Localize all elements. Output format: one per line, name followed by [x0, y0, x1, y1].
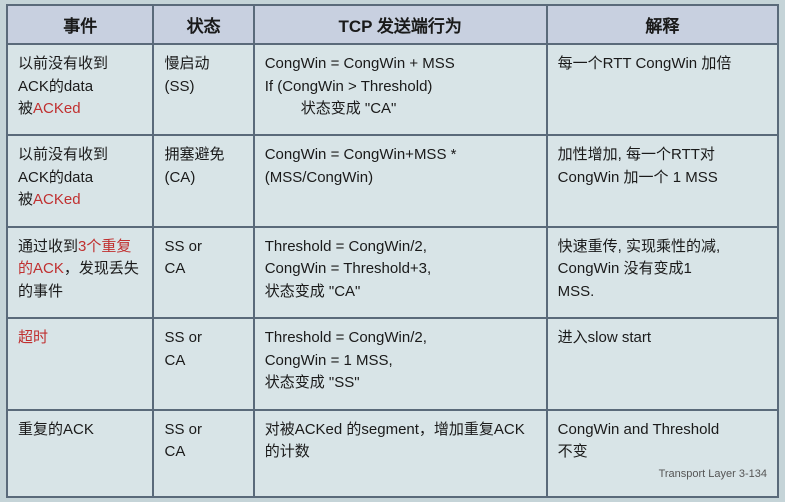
text: 快速重传, 实现乘性的减, [558, 238, 721, 255]
cell-explain: 每一个RTT CongWin 加倍 [547, 44, 778, 135]
text: CongWin 没有变成1 [558, 260, 692, 277]
cell-event: 以前没有收到 ACK的data 被ACKed [7, 44, 153, 135]
text-red: ACKed [33, 100, 81, 117]
cell-state: SS or CA [153, 318, 253, 409]
text: CongWin and Threshold [558, 421, 719, 438]
text: 进入slow start [558, 329, 651, 346]
text: (SS) [164, 78, 194, 95]
text: ACK的data [18, 78, 93, 95]
text: CA [164, 260, 185, 277]
header-explain: 解释 [547, 5, 778, 44]
cell-event: 以前没有收到 ACK的data 被ACKed [7, 135, 153, 226]
table-row: 以前没有收到 ACK的data 被ACKed 拥塞避免 (CA) CongWin… [7, 135, 778, 226]
text: 拥塞避免 (CA) [164, 146, 224, 186]
text: 被 [18, 191, 33, 208]
text: 状态变成 "SS" [265, 374, 360, 391]
header-event: 事件 [7, 5, 153, 44]
cell-behavior: CongWin = CongWin + MSS If (CongWin > Th… [254, 44, 547, 135]
text: 通过收到 [18, 238, 78, 255]
text: Threshold = CongWin/2, [265, 238, 427, 255]
cell-explain: 进入slow start [547, 318, 778, 409]
text-red: 超时 [18, 329, 48, 346]
header-behavior: TCP 发送端行为 [254, 5, 547, 44]
table-header-row: 事件 状态 TCP 发送端行为 解释 [7, 5, 778, 44]
tcp-congestion-table: 事件 状态 TCP 发送端行为 解释 以前没有收到 ACK的data 被ACKe… [6, 4, 779, 498]
text: Threshold = CongWin/2, [265, 329, 427, 346]
cell-event: 重复的ACK [7, 410, 153, 497]
text: 不变 [558, 443, 588, 460]
text: CongWin 加一个 1 MSS [558, 169, 718, 186]
text: 以前没有收到 [18, 55, 108, 72]
footer-note: Transport Layer 3-134 [558, 466, 767, 483]
text: 慢启动 [164, 55, 209, 72]
text-red: ACKed [33, 191, 81, 208]
text: CongWin = CongWin+MSS * [265, 146, 457, 163]
cell-explain: 快速重传, 实现乘性的减, CongWin 没有变成1 MSS. [547, 227, 778, 318]
text: 被 [18, 100, 33, 117]
cell-state: SS or CA [153, 410, 253, 497]
cell-state: 慢启动 (SS) [153, 44, 253, 135]
cell-behavior: Threshold = CongWin/2, CongWin = Thresho… [254, 227, 547, 318]
text: ACK的data [18, 169, 93, 186]
text: CongWin = Threshold+3, [265, 260, 432, 277]
table-row: 以前没有收到 ACK的data 被ACKed 慢启动 (SS) CongWin … [7, 44, 778, 135]
text: SS or [164, 421, 202, 438]
text: 每一个RTT CongWin 加倍 [558, 55, 732, 72]
text: (MSS/CongWin) [265, 169, 373, 186]
text: MSS. [558, 283, 595, 300]
text: CongWin = CongWin + MSS [265, 55, 455, 72]
cell-state: SS or CA [153, 227, 253, 318]
cell-explain: CongWin and Threshold 不变 Transport Layer… [547, 410, 778, 497]
text: 对被ACKed 的segment，增加重复ACK的计数 [265, 421, 525, 461]
cell-explain: 加性增加, 每一个RTT对 CongWin 加一个 1 MSS [547, 135, 778, 226]
cell-behavior: Threshold = CongWin/2, CongWin = 1 MSS, … [254, 318, 547, 409]
text: CA [164, 352, 185, 369]
table-row: 通过收到3个重复的ACK，发现丢失的事件 SS or CA Threshold … [7, 227, 778, 318]
header-state: 状态 [153, 5, 253, 44]
text: 重复的ACK [18, 421, 94, 438]
text: SS or [164, 238, 202, 255]
cell-behavior: 对被ACKed 的segment，增加重复ACK的计数 [254, 410, 547, 497]
text: 状态变成 "CA" [265, 98, 536, 121]
cell-event: 超时 [7, 318, 153, 409]
cell-state: 拥塞避免 (CA) [153, 135, 253, 226]
text: CA [164, 443, 185, 460]
text: 加性增加, 每一个RTT对 [558, 146, 715, 163]
text: SS or [164, 329, 202, 346]
table-row: 超时 SS or CA Threshold = CongWin/2, CongW… [7, 318, 778, 409]
cell-behavior: CongWin = CongWin+MSS * (MSS/CongWin) [254, 135, 547, 226]
text: 以前没有收到 [18, 146, 108, 163]
table-row: 重复的ACK SS or CA 对被ACKed 的segment，增加重复ACK… [7, 410, 778, 497]
text: 状态变成 "CA" [265, 283, 361, 300]
cell-event: 通过收到3个重复的ACK，发现丢失的事件 [7, 227, 153, 318]
text: CongWin = 1 MSS, [265, 352, 393, 369]
text: If (CongWin > Threshold) [265, 78, 433, 95]
